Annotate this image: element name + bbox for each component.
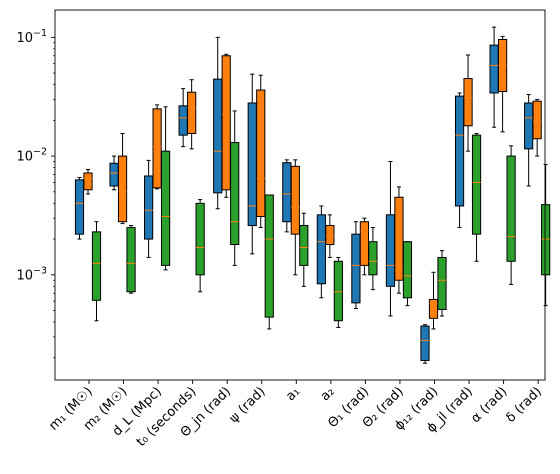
- box-body: [91, 231, 102, 301]
- y-tick-exponent: −1: [33, 28, 47, 39]
- box-body: [359, 221, 369, 266]
- box-body: [290, 165, 300, 235]
- box-body: [230, 142, 240, 245]
- box-body: [264, 194, 274, 318]
- box-body: [420, 325, 430, 361]
- box-m1-series-1: [74, 177, 85, 240]
- box-body: [299, 225, 309, 266]
- box-body: [213, 78, 223, 194]
- box-theta2-series-3: [402, 241, 413, 307]
- box-theta-jn-series-3: [230, 110, 240, 266]
- box-body: [463, 78, 473, 127]
- box-body: [117, 155, 128, 223]
- box-body: [333, 260, 343, 322]
- box-a2-series-2: [325, 214, 335, 258]
- box-body: [83, 172, 93, 191]
- box-m1-series-3: [91, 221, 102, 322]
- y-tick-base: 10: [16, 31, 33, 46]
- box-body: [541, 204, 551, 276]
- box-theta1-series-3: [368, 227, 378, 291]
- box-m2-series-3: [126, 225, 136, 294]
- box-body: [524, 102, 534, 150]
- box-m2-series-2: [117, 132, 128, 225]
- y-tick-exponent: −3: [33, 265, 47, 276]
- box-body: [109, 162, 119, 187]
- box-phi-jl-series-2: [463, 54, 473, 152]
- boxes-layer: [74, 26, 551, 364]
- box-body: [282, 162, 292, 223]
- box-body: [489, 44, 499, 94]
- box-psi-series-2: [256, 74, 266, 229]
- box-a1-series-1: [282, 159, 292, 233]
- box-dl-series-2: [152, 104, 162, 190]
- box-body: [368, 241, 378, 276]
- box-a1-series-3: [299, 212, 309, 287]
- box-body: [454, 95, 465, 207]
- box-psi-series-3: [264, 194, 274, 330]
- box-t0-series-2: [187, 79, 197, 150]
- box-body: [152, 108, 162, 189]
- box-body: [394, 196, 404, 281]
- box-a1-series-2: [290, 159, 300, 276]
- y-tick-exponent: −2: [33, 147, 47, 158]
- y-tick-base: 10: [16, 150, 33, 165]
- box-alpha-series-2: [498, 35, 508, 133]
- box-body: [428, 298, 439, 319]
- box-body: [437, 256, 447, 311]
- box-phi-jl-series-1: [454, 92, 465, 229]
- box-theta1-series-1: [351, 221, 361, 310]
- y-tick-label: 10−2: [16, 147, 47, 165]
- box-body: [385, 214, 396, 287]
- box-body: [351, 233, 361, 304]
- box-body: [506, 155, 516, 262]
- box-phi12-series-1: [420, 324, 430, 364]
- box-body: [402, 241, 413, 299]
- y-tick-base: 10: [16, 268, 33, 283]
- plot-frame: [54, 9, 546, 381]
- box-body: [325, 225, 335, 245]
- box-delta-series-3: [541, 163, 551, 307]
- y-tick-label: 10−3: [16, 265, 47, 283]
- box-theta2-series-2: [394, 186, 404, 294]
- box-t0-series-3: [195, 199, 205, 293]
- box-body: [316, 214, 326, 285]
- box-alpha-series-3: [506, 145, 516, 285]
- box-body: [74, 179, 85, 235]
- box-alpha-series-1: [489, 26, 499, 128]
- box-phi12-series-3: [437, 250, 447, 317]
- box-dl-series-3: [161, 106, 171, 271]
- box-t0-series-1: [178, 88, 188, 148]
- box-body: [187, 91, 197, 134]
- y-axis: 10−310−210−1: [16, 28, 55, 359]
- box-a2-series-1: [316, 205, 326, 299]
- y-tick-label: 10−1: [16, 28, 47, 46]
- box-theta-jn-series-2: [221, 53, 231, 198]
- box-body: [195, 202, 205, 276]
- box-body: [126, 227, 136, 293]
- box-m1-series-2: [83, 169, 93, 195]
- box-body: [532, 100, 542, 140]
- box-body: [178, 105, 188, 136]
- box-body: [471, 134, 482, 235]
- box-dl-series-1: [144, 159, 154, 258]
- box-body: [256, 89, 266, 217]
- box-body: [247, 102, 257, 227]
- box-body: [221, 55, 231, 191]
- box-delta-series-2: [532, 98, 542, 157]
- box-body: [144, 175, 154, 240]
- box-a2-series-3: [333, 256, 343, 328]
- box-body: [161, 150, 171, 266]
- box-phi-jl-series-3: [471, 132, 482, 262]
